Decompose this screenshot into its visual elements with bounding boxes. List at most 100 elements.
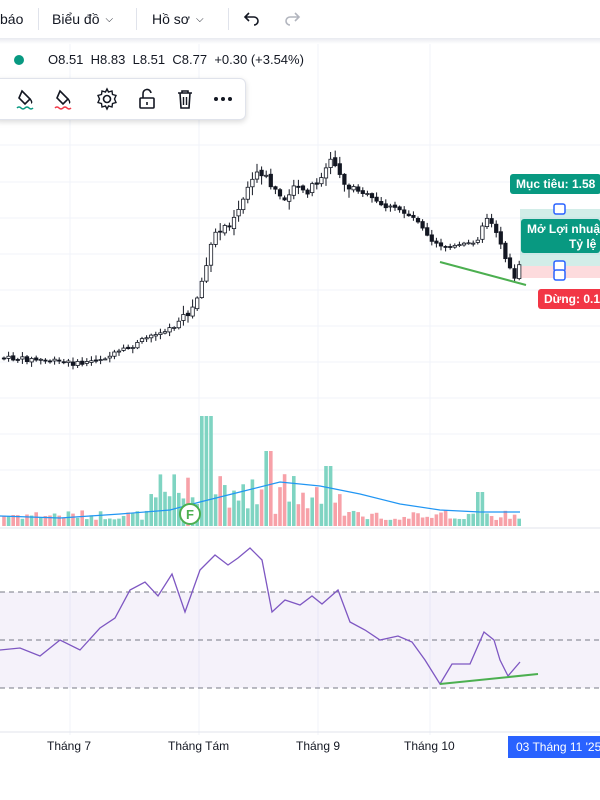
volume-bar [163, 491, 167, 526]
undo-button[interactable] [240, 8, 264, 30]
candle-body [121, 347, 126, 351]
candle-body [507, 257, 513, 269]
volume-bar [338, 494, 342, 526]
volume-bar [301, 492, 305, 526]
candle-body [24, 356, 30, 362]
candle-body [126, 346, 131, 350]
volume-bar [126, 512, 130, 526]
open-position-label[interactable]: Mở Lợi nhuậ Tỷ lệ l [521, 219, 600, 253]
candle-body [259, 169, 264, 177]
candle-body [254, 171, 260, 180]
candle-body [337, 163, 342, 175]
candle-body [392, 204, 398, 208]
volume-bar [57, 515, 61, 526]
candle-body [452, 244, 457, 248]
candle-body [277, 189, 283, 197]
volume-bar [250, 479, 255, 526]
volume-bar [103, 519, 107, 526]
drawing-toolbar [0, 78, 246, 120]
candle-body [517, 264, 522, 279]
stop-label[interactable]: Dừng: 0.1 [538, 289, 600, 309]
volume-bar [269, 451, 273, 526]
delete-button[interactable] [173, 87, 197, 111]
volume-bar [503, 510, 508, 526]
candle-body [181, 314, 186, 321]
stop-handle[interactable] [553, 269, 566, 281]
paint-bucket-icon [54, 89, 72, 110]
volume-bar [393, 518, 397, 526]
candle-body [425, 227, 430, 236]
undo-icon [243, 12, 259, 26]
profile-menu[interactable]: Hồ sơ ⌵ [152, 0, 204, 38]
volume-bar [443, 510, 448, 526]
candle-body [471, 242, 476, 245]
alerts-menu-fragment[interactable]: báo [0, 11, 24, 27]
volume-bar [177, 492, 181, 526]
candle-body [112, 351, 117, 357]
lock-button[interactable] [135, 87, 159, 111]
candle-body [475, 239, 480, 243]
target-handle[interactable] [553, 203, 566, 215]
candle-body [503, 242, 508, 260]
volume-bar [333, 502, 337, 526]
volume-bar [52, 513, 57, 526]
candle-body [296, 185, 301, 188]
volume-bar [457, 518, 462, 526]
candle-body [29, 358, 34, 363]
candle-body [231, 216, 237, 230]
volume-bar [448, 518, 452, 526]
candle-body [116, 350, 122, 353]
volume-bar [75, 517, 80, 526]
candle-body [38, 358, 43, 361]
candle-body [406, 213, 411, 217]
volume-bar [480, 492, 485, 526]
candle-body [185, 312, 191, 317]
volume-bar [223, 485, 227, 526]
volume-bar [246, 508, 250, 526]
target-label[interactable]: Mục tiêu: 1.58 [510, 174, 600, 194]
candle-body [250, 178, 255, 188]
volume-bar [384, 519, 388, 526]
volume-bar [319, 503, 324, 526]
volume-bar [420, 517, 425, 526]
redo-button[interactable] [280, 8, 304, 30]
volume-bar [453, 518, 457, 526]
candle-body [379, 201, 384, 206]
volume-bar [34, 512, 38, 526]
volume-bar [25, 514, 29, 526]
rsi-line [0, 547, 521, 686]
f-marker-circle[interactable] [179, 503, 201, 525]
settings-button[interactable] [95, 87, 119, 111]
price-candles[interactable] [1, 150, 522, 370]
candle-body [457, 244, 462, 246]
volume-bar [379, 518, 383, 526]
price-divergence-line[interactable] [439, 261, 527, 286]
volume-bar [485, 513, 489, 526]
candle-body [52, 358, 57, 362]
candle-body [218, 230, 223, 233]
rsi-divergence-line[interactable] [439, 673, 539, 685]
toolbar-separator [38, 8, 39, 30]
fill-tool-button[interactable] [53, 87, 77, 111]
volume-bar [361, 516, 365, 526]
volume-bar [264, 451, 268, 526]
candle-body [89, 360, 94, 363]
more-button[interactable] [211, 87, 235, 111]
candle-body [61, 361, 66, 364]
chart-menu[interactable]: Biểu đồ ⌵ [52, 0, 113, 38]
candle-body [438, 242, 444, 247]
volume-bar [425, 516, 429, 526]
close-value: C8.77 [172, 52, 208, 67]
volume-bar [112, 519, 117, 526]
volume-bar [186, 477, 190, 526]
candle-body [11, 355, 16, 361]
f-marker-letter: F [186, 507, 194, 522]
candle-body [264, 174, 269, 177]
candle-body [484, 217, 490, 227]
line-tool-button[interactable] [15, 87, 39, 111]
volume-bar [365, 519, 370, 526]
candle-body [66, 360, 71, 364]
volume-bar [62, 517, 66, 526]
candle-body [300, 185, 306, 191]
